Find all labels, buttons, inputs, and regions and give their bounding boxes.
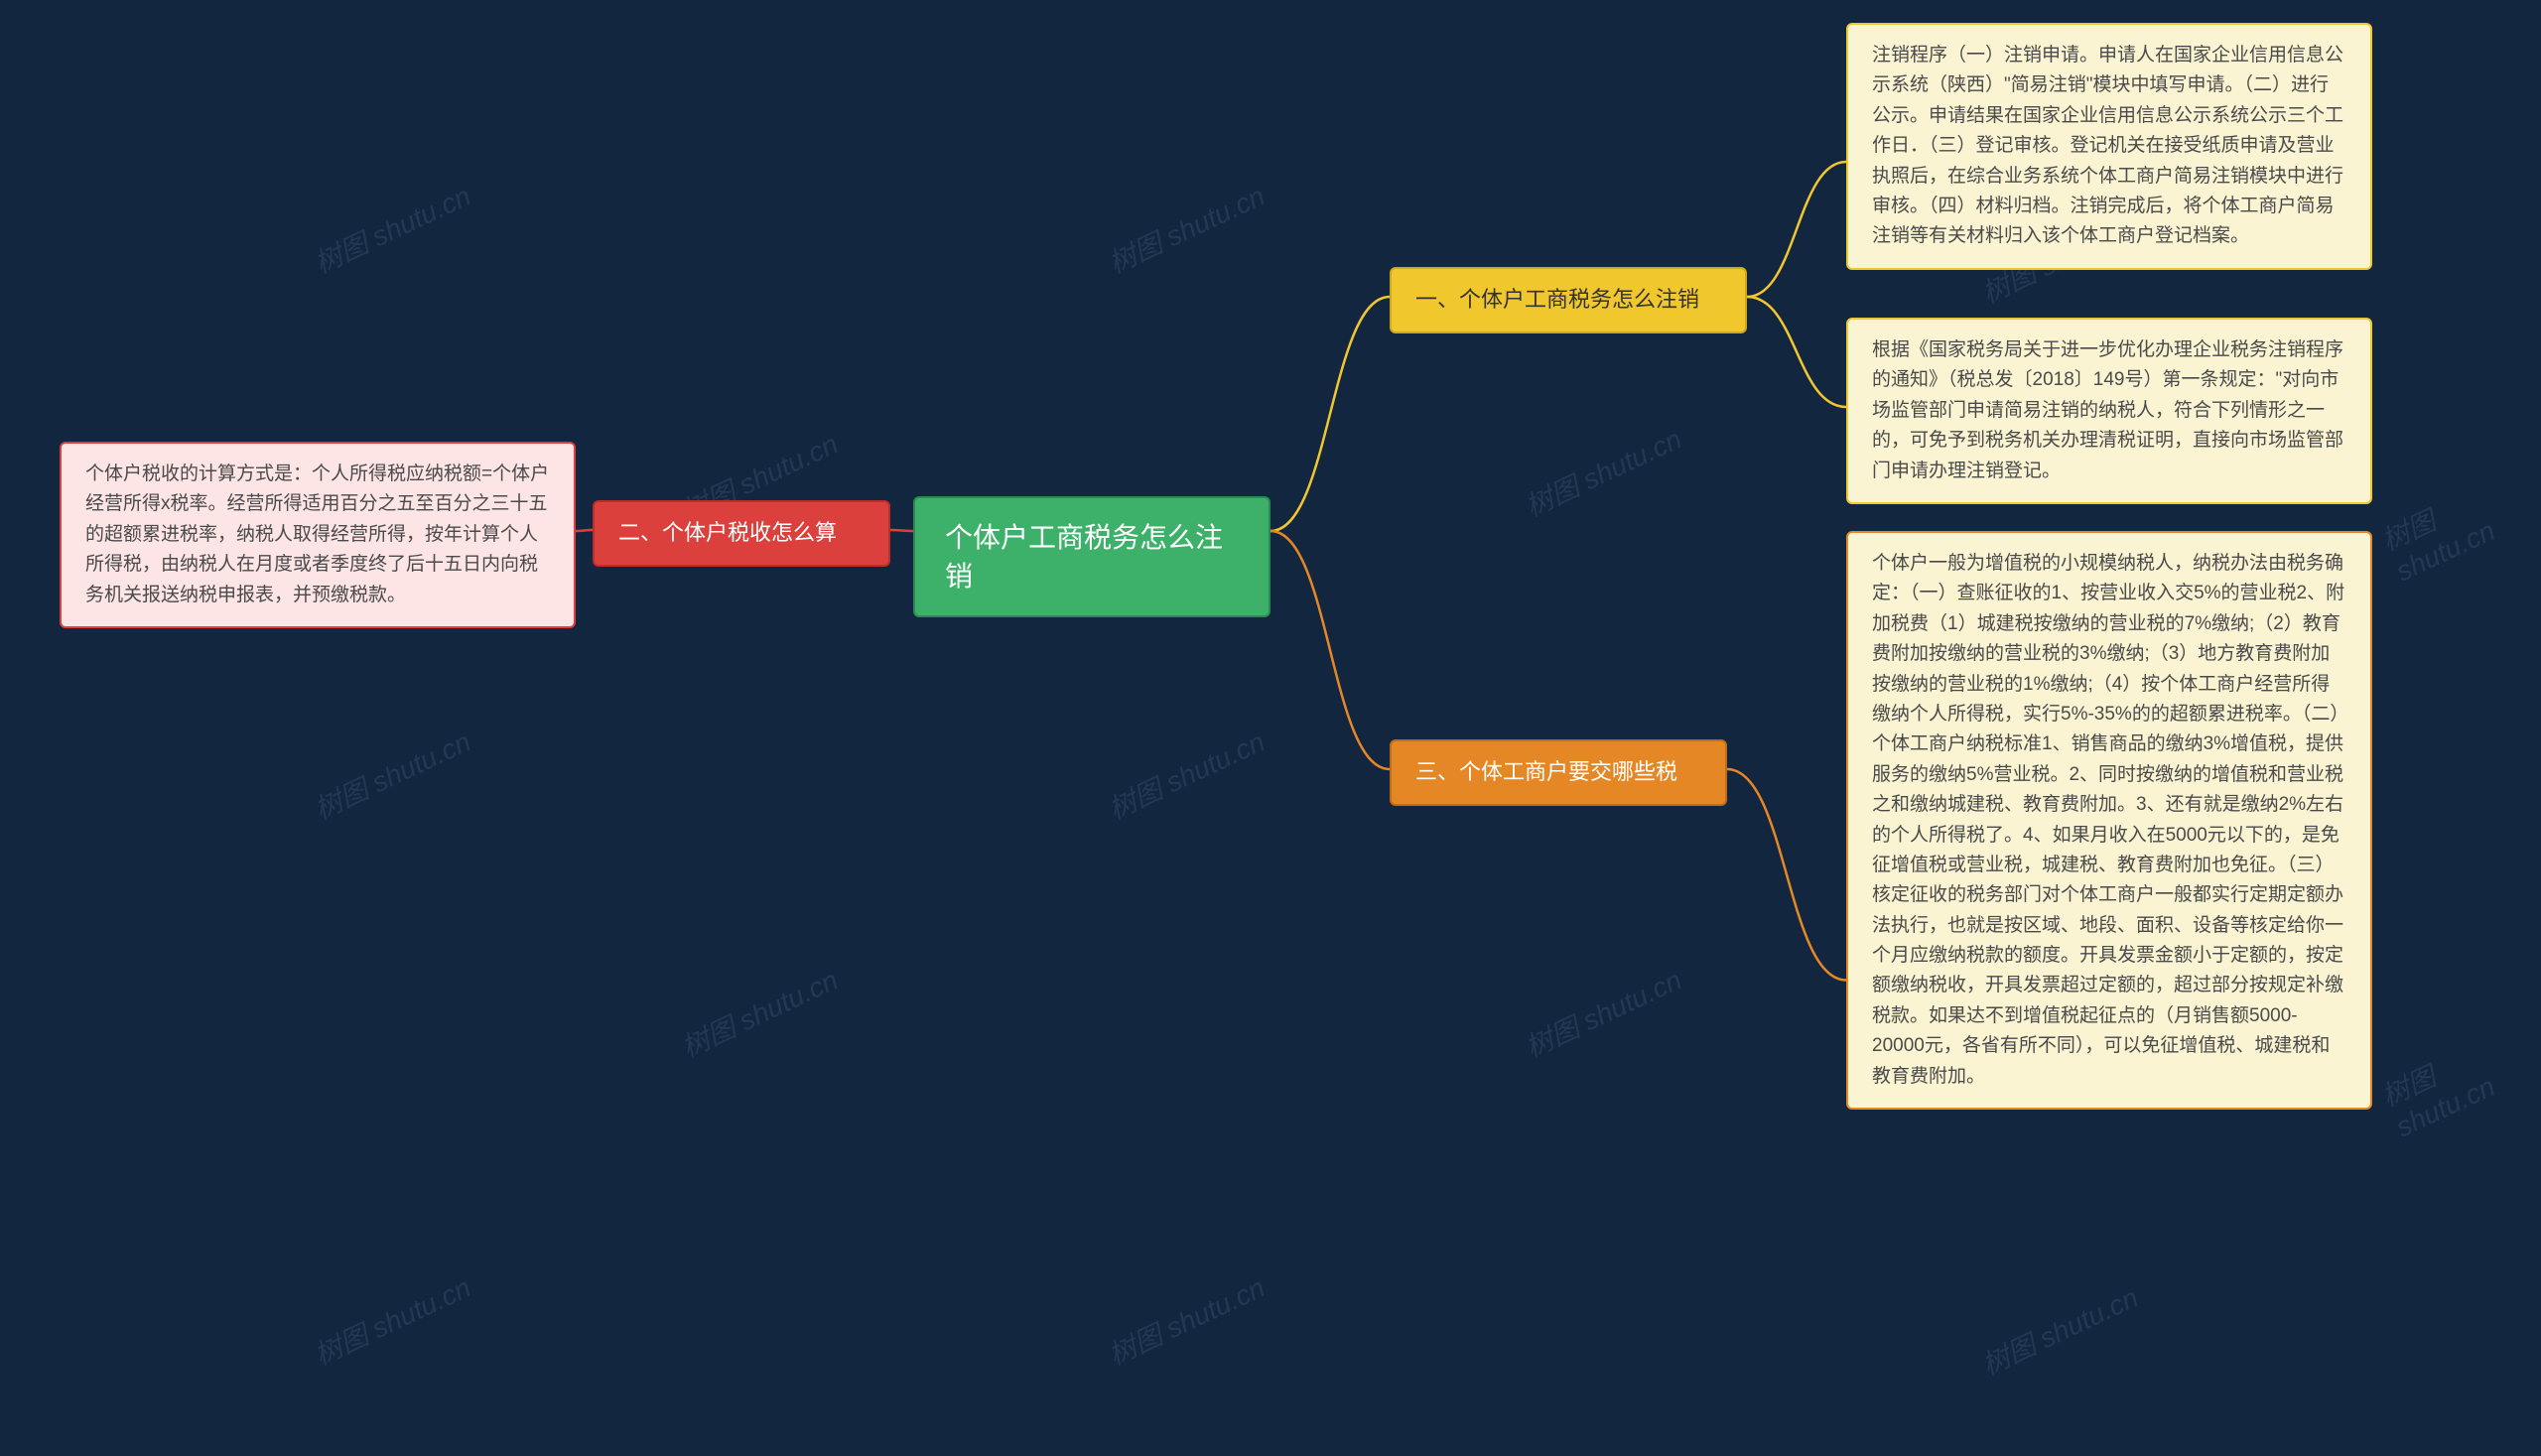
central-node: 个体户工商税务怎么注销 — [913, 496, 1270, 617]
branch-node-b3: 三、个体工商户要交哪些税 — [1390, 739, 1727, 806]
watermark: 树图 shutu.cn — [2374, 1012, 2541, 1144]
leaf-node-b3-0: 个体户一般为增值税的小规模纳税人，纳税办法由税务确定：（一）查账征收的1、按营业… — [1846, 531, 2372, 1110]
watermark: 树图 shutu.cn — [1518, 959, 1687, 1066]
watermark: 树图 shutu.cn — [307, 1266, 476, 1374]
watermark: 树图 shutu.cn — [2374, 457, 2541, 589]
watermark: 树图 shutu.cn — [674, 959, 844, 1066]
watermark: 树图 shutu.cn — [307, 721, 476, 828]
branch-node-b1: 一、个体户工商税务怎么注销 — [1390, 267, 1747, 333]
leaf-node-b1-0: 注销程序（一）注销申请。申请人在国家企业信用信息公示系统（陕西）"简易注销"模块… — [1846, 23, 2372, 270]
watermark: 树图 shutu.cn — [1518, 418, 1687, 525]
leaf-node-b1-1: 根据《国家税务局关于进一步优化办理企业税务注销程序的通知》（税总发〔2018〕1… — [1846, 318, 2372, 504]
watermark: 树图 shutu.cn — [1101, 175, 1270, 282]
branch-node-b2: 二、个体户税收怎么算 — [593, 500, 890, 567]
watermark: 树图 shutu.cn — [307, 175, 476, 282]
watermark: 树图 shutu.cn — [1974, 1276, 2144, 1384]
watermark: 树图 shutu.cn — [1101, 721, 1270, 828]
leaf-node-b2-0: 个体户税收的计算方式是：个人所得税应纳税额=个体户经营所得x税率。经营所得适用百… — [60, 442, 576, 628]
watermark: 树图 shutu.cn — [1101, 1266, 1270, 1374]
